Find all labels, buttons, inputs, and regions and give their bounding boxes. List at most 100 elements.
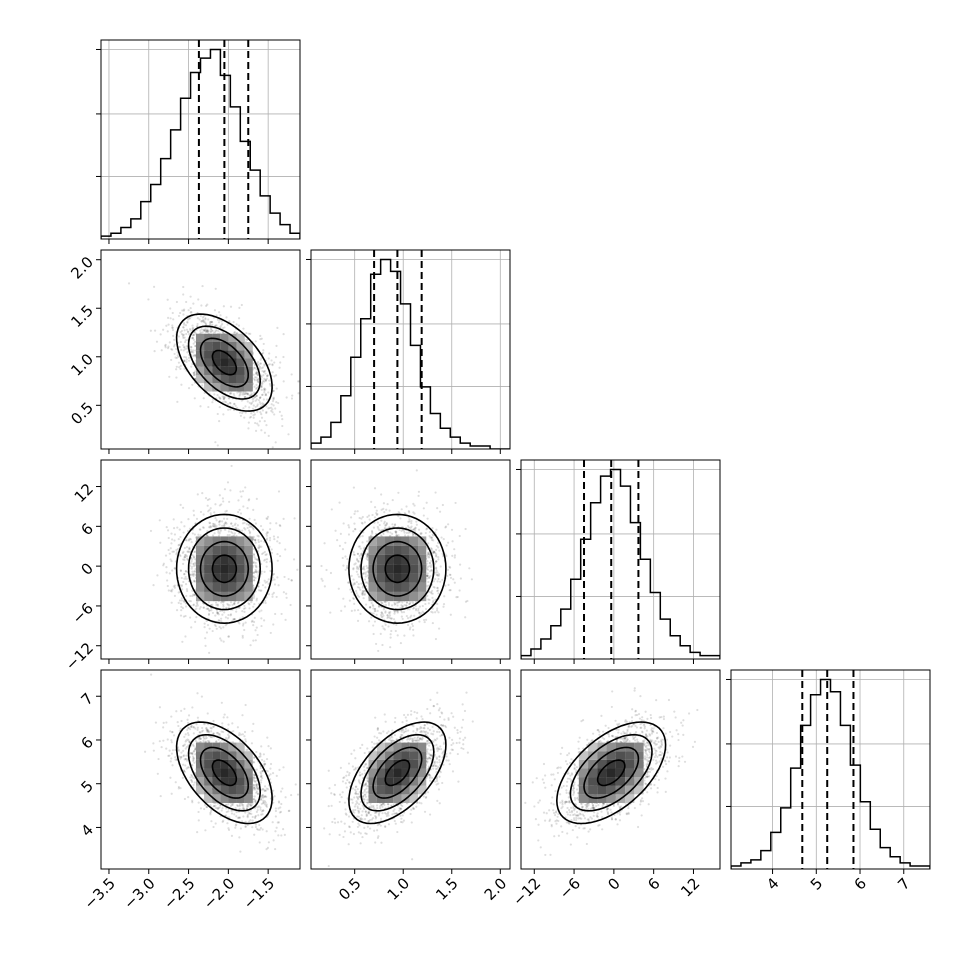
scatter-point bbox=[264, 586, 267, 589]
density-cell bbox=[204, 350, 213, 359]
density-cell bbox=[204, 582, 213, 592]
scatter-point bbox=[214, 329, 217, 332]
density-cell bbox=[244, 374, 253, 384]
scatter-point bbox=[385, 522, 388, 525]
scatter-point bbox=[227, 603, 230, 607]
scatter-point bbox=[414, 527, 417, 530]
scatter-point bbox=[276, 552, 279, 556]
scatter-point bbox=[229, 614, 232, 617]
scatter-point bbox=[201, 316, 204, 319]
scatter-point bbox=[363, 565, 366, 568]
scatter-point bbox=[244, 411, 247, 414]
scatter-point bbox=[177, 544, 180, 547]
density-cell bbox=[195, 374, 205, 384]
scatter-point bbox=[258, 396, 262, 399]
scatter-point bbox=[445, 544, 448, 547]
scatter-point bbox=[226, 323, 229, 326]
scatter-point bbox=[215, 519, 218, 522]
scatter-point bbox=[389, 531, 392, 534]
scatter-point bbox=[400, 604, 403, 607]
scatter-point bbox=[417, 528, 421, 531]
scatter-point bbox=[259, 396, 262, 400]
scatter-point bbox=[405, 601, 409, 604]
scatter-point bbox=[252, 620, 256, 624]
scatter-point bbox=[192, 574, 195, 577]
scatter-point bbox=[459, 577, 462, 580]
scatter-point bbox=[245, 331, 248, 335]
scatter-point bbox=[265, 558, 269, 561]
scatter-point bbox=[162, 562, 165, 565]
scatter-point bbox=[192, 351, 195, 354]
scatter-point bbox=[196, 317, 199, 320]
scatter-point bbox=[221, 331, 224, 334]
scatter-point bbox=[244, 391, 247, 394]
scatter-point bbox=[160, 349, 163, 352]
scatter-point bbox=[232, 320, 235, 324]
scatter-point bbox=[260, 416, 264, 419]
scatter-point bbox=[170, 347, 173, 351]
scatter-point bbox=[213, 525, 216, 528]
scatter-point bbox=[205, 329, 208, 332]
scatter-point bbox=[252, 535, 255, 538]
scatter-point bbox=[218, 619, 221, 622]
scatter-point bbox=[356, 586, 360, 589]
scatter-point bbox=[254, 429, 258, 432]
scatter-point bbox=[260, 337, 263, 340]
scatter-point bbox=[448, 573, 452, 576]
scatter-point bbox=[180, 332, 183, 336]
scatter-point bbox=[323, 585, 326, 588]
scatter-point bbox=[446, 568, 450, 571]
scatter-point bbox=[417, 494, 420, 497]
scatter-point bbox=[253, 391, 256, 394]
scatter-point bbox=[172, 318, 175, 321]
scatter-point bbox=[183, 525, 186, 528]
scatter-point bbox=[278, 410, 282, 413]
scatter-point bbox=[178, 528, 181, 531]
scatter-point bbox=[217, 613, 220, 616]
scatter-point bbox=[453, 556, 456, 559]
scatter-point bbox=[372, 632, 375, 636]
scatter-point bbox=[353, 609, 356, 612]
scatter-point bbox=[191, 337, 194, 340]
scatter-point bbox=[444, 584, 447, 587]
scatter-point bbox=[254, 568, 257, 572]
scatter-point bbox=[267, 593, 271, 596]
scatter-point bbox=[223, 522, 226, 526]
scatter-point bbox=[223, 524, 226, 527]
scatter-point bbox=[185, 555, 189, 558]
scatter-point bbox=[431, 621, 434, 625]
scatter-point bbox=[185, 546, 189, 549]
scatter-point bbox=[181, 309, 184, 312]
scatter-point bbox=[233, 618, 236, 621]
scatter-point bbox=[413, 512, 416, 515]
scatter-point bbox=[344, 555, 347, 558]
scatter-point bbox=[382, 608, 385, 611]
scatter-point bbox=[407, 526, 411, 529]
scatter-point bbox=[237, 600, 240, 604]
scatter-point bbox=[354, 510, 357, 513]
scatter-point bbox=[172, 334, 175, 337]
scatter-point bbox=[253, 616, 256, 619]
scatter-point bbox=[376, 609, 379, 612]
scatter-point bbox=[248, 529, 251, 532]
scatter-point bbox=[232, 393, 235, 396]
scatter-point bbox=[198, 318, 201, 321]
scatter-point bbox=[162, 328, 165, 331]
scatter-point bbox=[236, 524, 239, 527]
scatter-point bbox=[206, 504, 209, 507]
scatter-point bbox=[203, 622, 206, 625]
scatter-point bbox=[383, 526, 386, 530]
scatter-point bbox=[259, 334, 262, 337]
scatter-point bbox=[417, 609, 420, 612]
scatter-point bbox=[290, 579, 293, 582]
scatter-point bbox=[190, 345, 193, 349]
scatter-point bbox=[363, 568, 366, 571]
scatter-point bbox=[435, 560, 438, 563]
scatter-point bbox=[360, 552, 364, 555]
scatter-point bbox=[346, 564, 349, 568]
scatter-point bbox=[384, 524, 387, 527]
scatter-point bbox=[243, 628, 246, 632]
contour-level-1 bbox=[199, 337, 249, 388]
histogram-panel-1 bbox=[306, 250, 510, 449]
scatter-point bbox=[191, 570, 194, 573]
